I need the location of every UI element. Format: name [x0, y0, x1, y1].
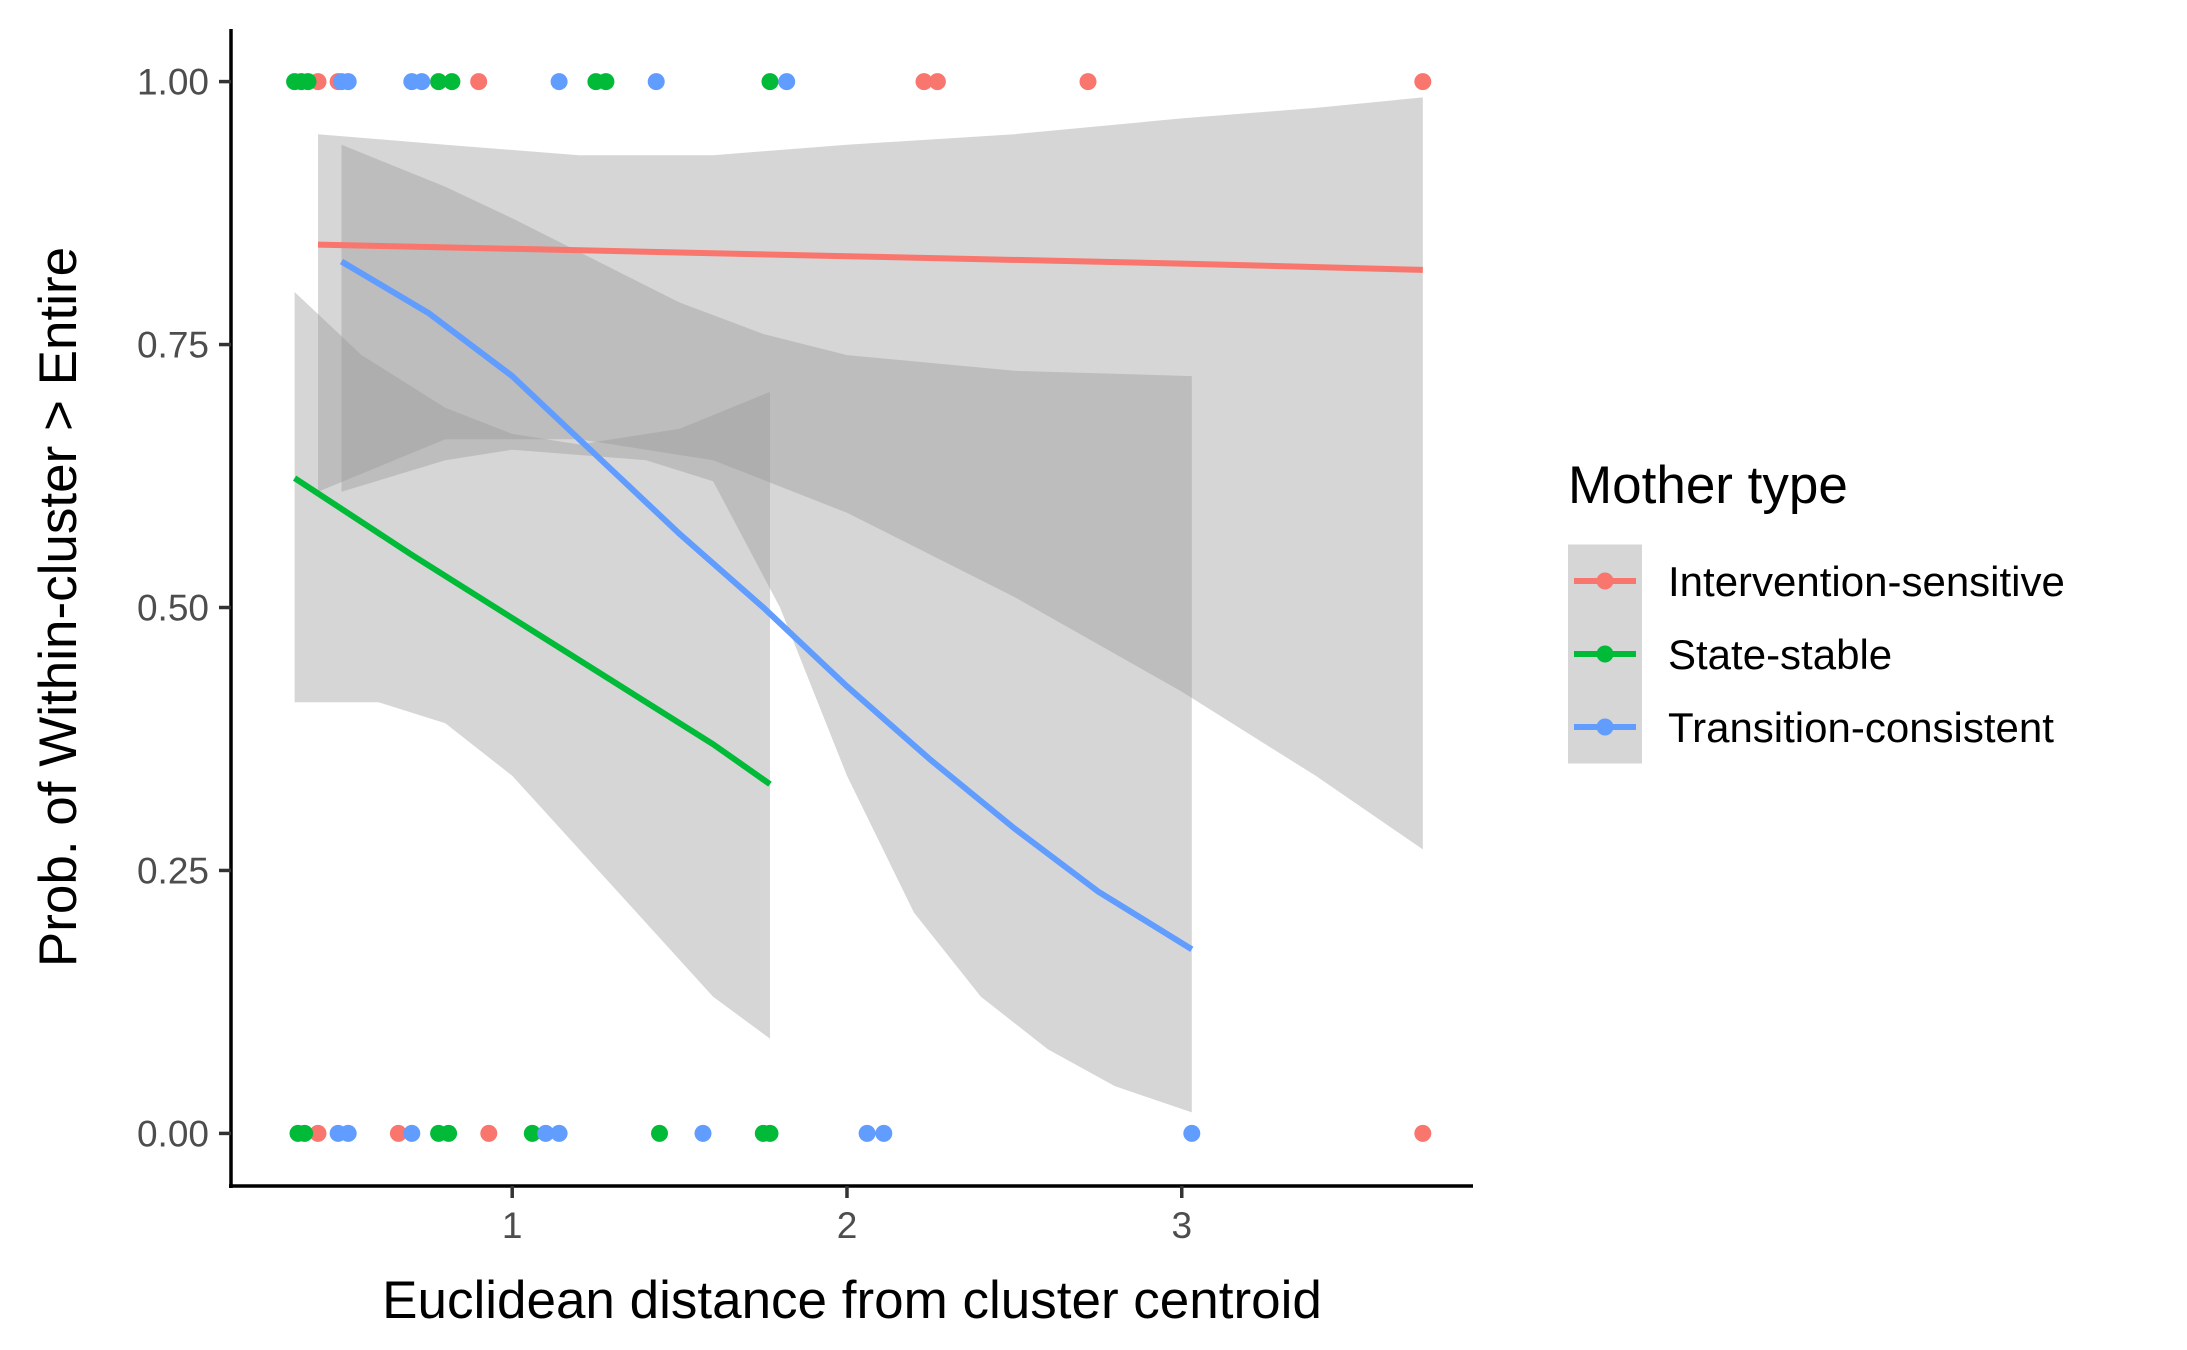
legend-key-point [1596, 572, 1614, 590]
legend-title: Mother type [1568, 456, 1848, 515]
data-point-intervention-sensitive [1079, 73, 1097, 91]
data-point-state-stable [523, 1124, 541, 1142]
x-tick-label: 1 [502, 1205, 523, 1246]
data-points [286, 73, 1432, 1142]
data-point-state-stable [761, 73, 779, 91]
data-point-state-stable [299, 73, 317, 91]
legend-label: State-stable [1668, 631, 1892, 678]
data-point-intervention-sensitive [480, 1124, 498, 1142]
fit-line-transition-consistent [339, 258, 1194, 952]
data-point-intervention-sensitive [309, 1124, 327, 1142]
data-point-intervention-sensitive [928, 73, 946, 91]
data-point-state-stable [651, 1124, 668, 1142]
confidence-bands [294, 97, 1423, 1113]
data-point-transition-consistent [550, 73, 568, 91]
confidence-band-transition-consistent [341, 144, 1192, 1113]
data-point-state-stable [443, 73, 461, 91]
legend-label: Intervention-sensitive [1668, 558, 2065, 605]
data-point-state-stable [430, 73, 448, 91]
data-point-intervention-sensitive [1414, 1124, 1432, 1142]
x-tick-label: 2 [837, 1205, 858, 1246]
y-ticks: 0.00 0.25 0.50 0.75 1.00 [137, 62, 231, 1154]
data-point-intervention-sensitive [915, 73, 933, 91]
data-point-transition-consistent [537, 1124, 555, 1142]
data-point-state-stable [597, 73, 615, 91]
y-tick-label: 1.00 [137, 62, 209, 103]
data-point-intervention-sensitive [389, 1124, 407, 1142]
data-point-state-stable [296, 1124, 314, 1142]
data-point-transition-consistent [694, 1124, 712, 1142]
confidence-band-intervention-sensitive [318, 97, 1423, 850]
data-point-transition-consistent [778, 73, 796, 91]
y-tick-label: 0.25 [137, 850, 209, 891]
x-tick-label: 3 [1171, 1205, 1192, 1246]
x-axis-title: Euclidean distance from cluster centroid [382, 1271, 1322, 1330]
data-point-state-stable [761, 1124, 779, 1142]
legend: Mother type Intervention-sensitive State-… [1568, 456, 2065, 764]
data-point-transition-consistent [550, 1124, 568, 1142]
data-point-transition-consistent [1183, 1124, 1201, 1142]
y-tick-label: 0.50 [137, 588, 209, 629]
data-point-transition-consistent [403, 1124, 421, 1142]
confidence-band-state-stable [294, 292, 770, 1039]
legend-label: Transition-consistent [1668, 704, 2054, 751]
x-ticks: 1 2 3 [502, 1186, 1192, 1246]
legend-key-point [1596, 645, 1614, 663]
data-point-transition-consistent [858, 1124, 876, 1142]
y-tick-label: 0.75 [137, 325, 209, 366]
y-tick-label: 0.00 [137, 1113, 209, 1154]
data-point-transition-consistent [339, 73, 357, 91]
data-point-intervention-sensitive [1414, 73, 1432, 91]
data-point-transition-consistent [875, 1124, 893, 1142]
legend-key-point [1596, 718, 1614, 736]
data-point-transition-consistent [413, 73, 431, 91]
fit-line-state-stable [292, 475, 772, 787]
data-point-transition-consistent [339, 1124, 357, 1142]
data-point-state-stable [440, 1124, 458, 1142]
data-point-transition-consistent [647, 73, 665, 91]
fit-lines [292, 241, 1423, 952]
y-axis-title: Prob. of Within-cluster > Entire [29, 247, 88, 967]
data-point-intervention-sensitive [470, 73, 488, 91]
fit-line-intervention-sensitive [317, 241, 1423, 273]
